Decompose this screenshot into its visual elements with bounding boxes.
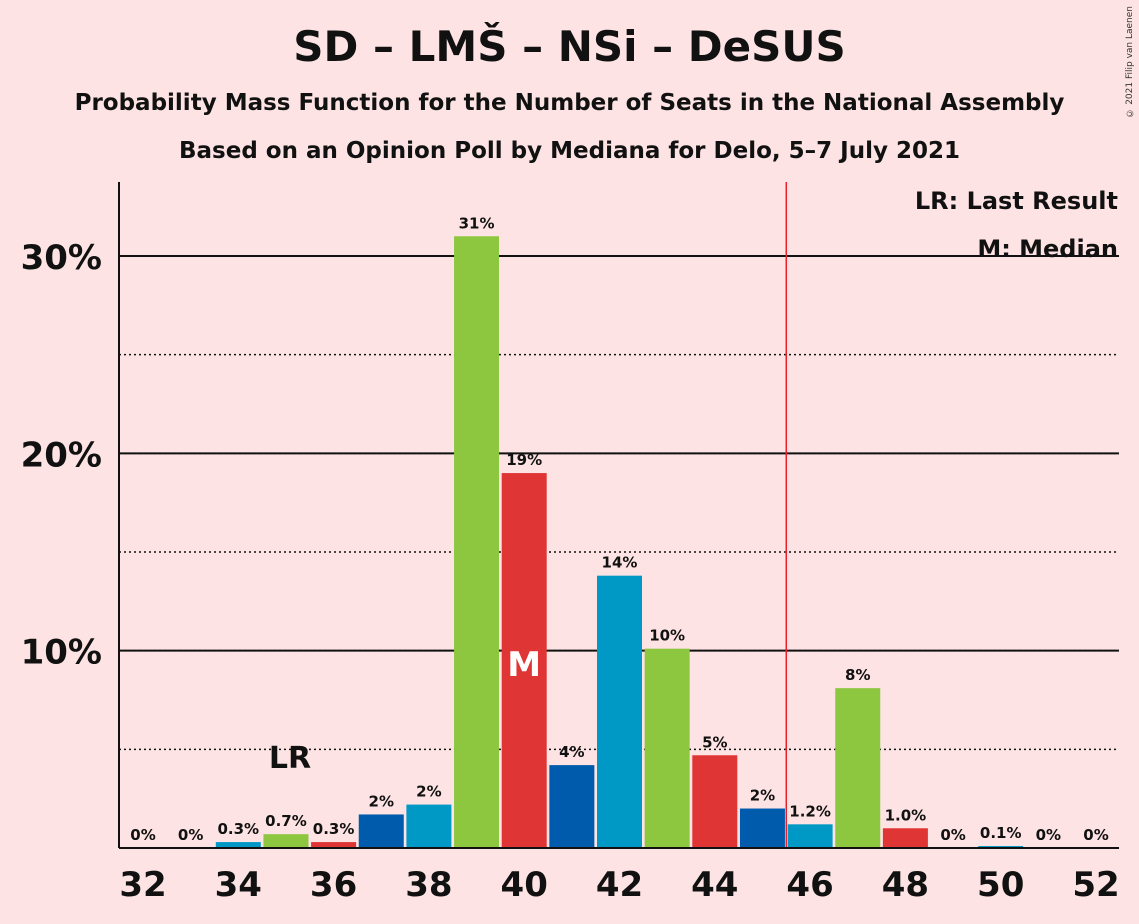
data-label-seat-36: 0.3% [313, 820, 355, 838]
bar-seat-38 [406, 804, 452, 848]
x-tick-label-36: 36 [310, 865, 357, 905]
bar-seat-45 [739, 808, 785, 848]
data-label-seat-35: 0.7% [265, 812, 307, 830]
chart-subtitle: Probability Mass Function for the Number… [74, 90, 1065, 116]
data-label-seat-38: 2% [416, 783, 441, 801]
data-label-seat-52: 0% [1083, 826, 1108, 844]
bar-seat-34 [215, 842, 261, 848]
y-tick-label-10: 10% [21, 633, 102, 673]
data-label-seat-42: 14% [602, 554, 638, 572]
x-tick-label-40: 40 [501, 865, 548, 905]
bar-seat-35 [263, 834, 309, 848]
bar-seat-40 [501, 473, 547, 848]
data-label-seat-46: 1.2% [789, 802, 831, 820]
x-tick-label-52: 52 [1072, 865, 1119, 905]
data-label-seat-51: 0% [1036, 826, 1061, 844]
data-label-seat-32: 0% [130, 826, 155, 844]
bar-seat-43 [644, 648, 690, 848]
chart-title: SD – LMŠ – NSi – DeSUS [293, 22, 846, 71]
bar-seat-36 [311, 842, 357, 848]
data-label-seat-45: 2% [750, 787, 775, 805]
data-label-seat-37: 2% [369, 792, 394, 810]
bar-seat-37 [358, 814, 404, 848]
x-tick-label-34: 34 [215, 865, 262, 905]
bars [215, 236, 1024, 848]
x-tick-label-44: 44 [691, 865, 738, 905]
legend-last-result: LR: Last Result [915, 187, 1118, 215]
x-tick-label-32: 32 [119, 865, 166, 905]
data-labels: 0% 0% 0.3% 0.7% 0.3% 2% 2% 31% 19% 4% 14% 10% 5% 2% 1.… [130, 214, 1108, 844]
data-label-seat-39: 31% [459, 214, 495, 232]
median-marker: M [507, 645, 541, 685]
bar-seat-47 [835, 688, 881, 848]
data-label-seat-41: 4% [559, 743, 584, 761]
data-label-seat-44: 5% [702, 733, 727, 751]
x-tick-label-38: 38 [405, 865, 452, 905]
data-label-seat-50: 0.1% [980, 824, 1022, 842]
bar-seat-44 [692, 755, 738, 848]
data-label-seat-34: 0.3% [217, 820, 259, 838]
axes: 10% 20% 30% 32 34 36 38 40 42 44 46 48 50 52 [21, 182, 1120, 905]
y-tick-label-20: 20% [21, 435, 102, 475]
bar-seat-39 [454, 236, 500, 848]
data-label-seat-48: 1.0% [885, 806, 927, 824]
data-label-seat-43: 10% [649, 627, 685, 645]
data-label-seat-47: 8% [845, 666, 870, 684]
last-result-marker: LR [269, 741, 311, 776]
bar-seat-46 [787, 824, 833, 848]
chart-subtitle-2: Based on an Opinion Poll by Mediana for … [178, 138, 960, 164]
x-tick-label-48: 48 [882, 865, 929, 905]
bar-seat-41 [549, 765, 595, 848]
bar-seat-42 [597, 575, 642, 848]
data-label-seat-49: 0% [940, 826, 965, 844]
x-tick-label-46: 46 [786, 865, 833, 905]
y-tick-label-30: 30% [21, 238, 102, 278]
legend-median: M: Median [977, 235, 1118, 263]
data-label-seat-40: 19% [506, 451, 542, 469]
data-label-seat-33: 0% [178, 826, 203, 844]
bar-seat-48 [882, 828, 928, 848]
x-tick-label-42: 42 [596, 865, 643, 905]
x-tick-label-50: 50 [977, 865, 1024, 905]
